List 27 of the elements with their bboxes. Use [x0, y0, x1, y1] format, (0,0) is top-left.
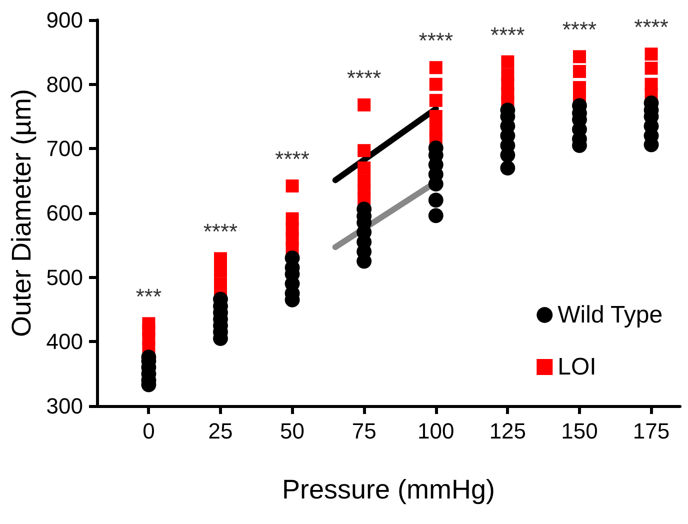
x-tick-label: 125	[489, 418, 526, 444]
x-tick-label: 75	[352, 418, 376, 444]
x-tick-label: 175	[632, 418, 670, 444]
annotation: ****	[562, 17, 598, 42]
y-axis-title: Outer Diameter (µm)	[6, 88, 36, 338]
annotation: ****	[418, 28, 454, 54]
annotation: ****	[275, 146, 310, 172]
annotation: ****	[346, 65, 382, 90]
y-tick-label: 400	[46, 329, 83, 354]
y-tick-label: 300	[46, 394, 83, 418]
annotation: ***	[136, 284, 162, 310]
y-tick-label: 600	[46, 200, 83, 226]
x-tick-label: 150	[561, 418, 598, 444]
x-tick-label: 100	[418, 418, 454, 444]
legend-label: Wild Type	[558, 302, 663, 328]
y-tick-label: 500	[46, 264, 83, 290]
legend-label: LOI	[558, 354, 596, 380]
x-tick-label: 25	[208, 418, 233, 444]
x-axis-title: Pressure (mmHg)	[282, 474, 496, 504]
annotation: ****	[203, 219, 238, 244]
annotation: ****	[634, 14, 669, 40]
y-tick-label: 800	[46, 72, 83, 97]
x-tick-label: 0	[142, 418, 155, 444]
x-tick-label: 50	[280, 418, 305, 444]
y-tick-label: 700	[46, 136, 83, 162]
y-tick-label: 900	[46, 8, 83, 32]
annotation: ****	[490, 22, 526, 48]
